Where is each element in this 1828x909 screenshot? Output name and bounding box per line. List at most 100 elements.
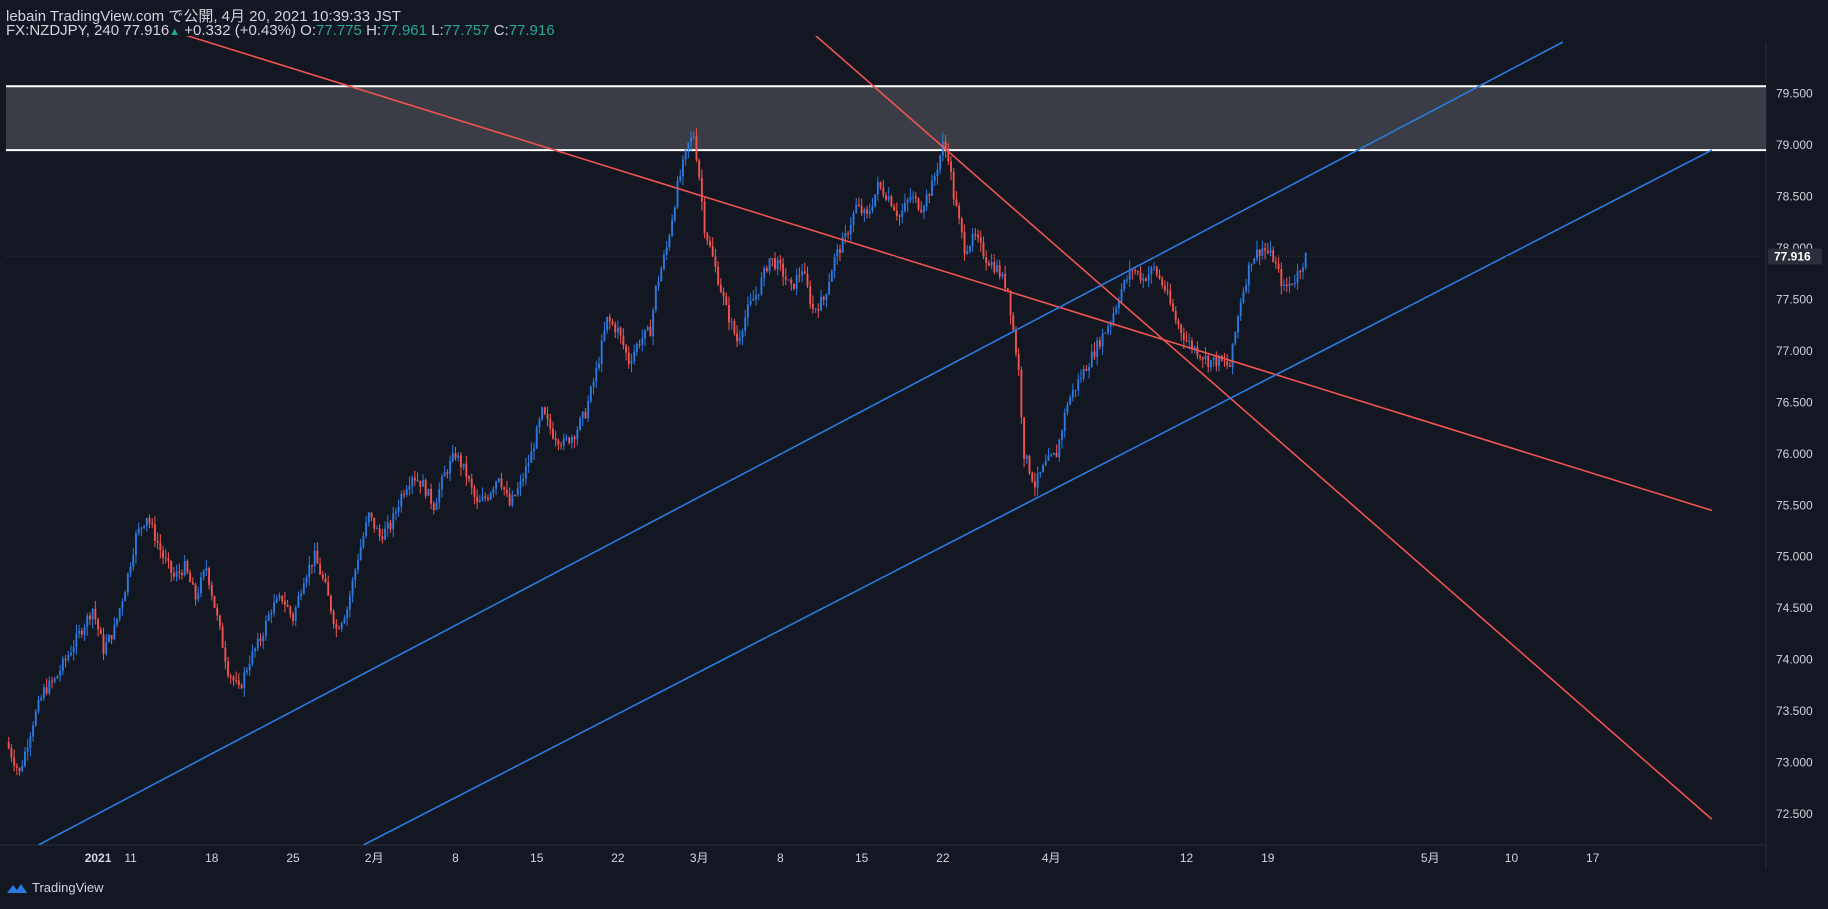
candle-body	[1061, 430, 1063, 440]
candle-body	[625, 345, 628, 353]
candle-body	[546, 414, 549, 419]
candle-body	[901, 210, 904, 217]
candle-body	[256, 638, 259, 649]
candle-body	[34, 711, 37, 726]
candle-body	[1215, 357, 1218, 366]
candle-body	[549, 418, 552, 429]
candle-body	[543, 407, 546, 415]
candle-body	[278, 595, 281, 599]
candle-body	[1237, 316, 1239, 333]
candle-body	[765, 267, 768, 272]
price-chart[interactable]: 72.500 73.000 73.500 74.000 74.500 75.000 75.5…	[0, 0, 1828, 870]
candle-body	[950, 161, 952, 173]
candle-body	[1131, 269, 1134, 271]
candle-body	[1004, 273, 1007, 289]
candle-body	[1117, 301, 1120, 308]
candle-body	[205, 568, 208, 571]
candle-body	[1031, 473, 1034, 482]
candle-body	[679, 176, 682, 181]
candle-body	[164, 557, 167, 559]
tradingview-watermark: TradingView	[6, 880, 104, 895]
candle-body	[711, 245, 714, 257]
candle-body	[1074, 389, 1077, 391]
candle-body	[968, 246, 971, 252]
candle-body	[836, 249, 839, 256]
candle-body	[801, 271, 804, 276]
high-label: H:	[366, 22, 382, 39]
candle-body	[616, 327, 619, 333]
candle-body	[993, 261, 996, 272]
candle-body	[376, 528, 378, 530]
candle-body	[1044, 460, 1047, 466]
candle-body	[1136, 271, 1139, 273]
candle-body	[465, 463, 468, 477]
candle-body	[422, 480, 424, 487]
candle-body	[665, 247, 668, 255]
candle-body	[914, 196, 917, 199]
candle-body	[476, 496, 479, 503]
candle-body	[362, 536, 365, 547]
candle-body	[608, 316, 611, 322]
candle-body	[906, 199, 909, 203]
candle-body	[944, 141, 947, 151]
candle-body	[457, 455, 460, 458]
candle-body	[492, 488, 495, 494]
candle-body	[581, 411, 584, 419]
candle-body	[570, 437, 573, 444]
candle-body	[370, 512, 373, 518]
candle-body	[936, 169, 939, 177]
price-tick-label: 74.500	[1776, 601, 1813, 615]
candle-body	[1058, 439, 1061, 458]
candle-body	[15, 765, 18, 768]
candle-body	[1196, 347, 1199, 356]
candle-body	[459, 455, 462, 468]
time-tick-label: 8	[777, 851, 784, 865]
candle-body	[522, 478, 525, 482]
price-tick-label: 77.500	[1776, 292, 1813, 306]
candle-body	[668, 235, 671, 248]
candle-body	[1209, 360, 1212, 368]
candle-body	[1291, 283, 1294, 285]
trendlines[interactable]	[38, 0, 1713, 845]
candle-body	[695, 136, 698, 161]
candle-body	[1204, 355, 1207, 360]
candle-body	[977, 234, 980, 238]
candle-body	[690, 137, 692, 143]
candle-body	[619, 327, 622, 336]
candle-body	[1166, 290, 1169, 292]
candle-body	[1112, 313, 1115, 323]
candle-body	[947, 150, 950, 162]
candle-body	[516, 488, 519, 496]
candle-body	[186, 560, 189, 573]
candle-body	[1293, 282, 1296, 285]
candle-body	[787, 279, 790, 281]
candle-body	[673, 207, 676, 221]
candle-body	[527, 462, 530, 467]
candle-body	[898, 215, 901, 217]
candle-body	[1228, 365, 1231, 367]
candle-body	[1134, 270, 1137, 272]
candle-body	[503, 487, 506, 490]
candle-body	[400, 493, 403, 507]
candle-body	[1180, 324, 1183, 333]
candle-body	[10, 748, 13, 758]
candle-body	[200, 577, 202, 594]
candle-body	[660, 268, 663, 282]
candle-body	[1261, 248, 1264, 257]
candle-body	[175, 571, 178, 577]
candle-body	[51, 680, 53, 682]
candle-body	[124, 592, 127, 602]
candle-body	[70, 652, 72, 656]
candle-body	[473, 487, 476, 497]
candle-body	[614, 324, 617, 333]
candle-body	[210, 585, 213, 596]
candle-body	[289, 606, 292, 614]
candle-body	[598, 363, 600, 369]
candle-body	[500, 478, 503, 488]
ohlc-legend: FX:NZDJPY, 240 77.916▲ +0.332 (+0.43%) O…	[6, 22, 555, 39]
candle-body	[779, 259, 782, 264]
candle-body	[1191, 340, 1193, 349]
time-tick-label: 17	[1586, 851, 1600, 865]
candle-body	[887, 196, 890, 200]
candle-body	[530, 451, 533, 463]
